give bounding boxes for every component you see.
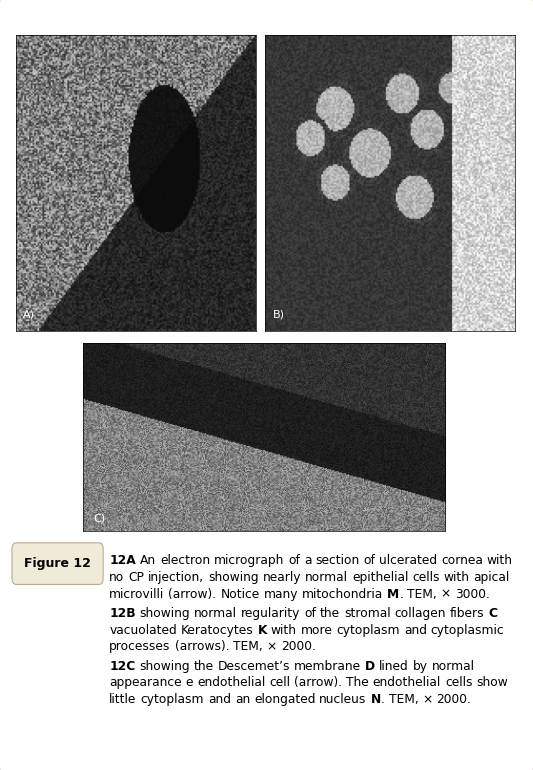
Text: e: e xyxy=(186,676,193,689)
FancyBboxPatch shape xyxy=(12,543,103,584)
Text: TEM,: TEM, xyxy=(389,693,418,706)
Text: and: and xyxy=(404,624,427,637)
Text: 2000.: 2000. xyxy=(437,693,471,706)
Text: 12B: 12B xyxy=(109,607,136,620)
Text: microvilli: microvilli xyxy=(109,588,165,601)
Text: 2000.: 2000. xyxy=(281,640,316,653)
Text: endothelial: endothelial xyxy=(373,676,441,689)
Text: more: more xyxy=(301,624,333,637)
Text: stromal: stromal xyxy=(344,607,391,620)
Text: 12A: 12A xyxy=(109,554,136,567)
Text: The: The xyxy=(346,676,369,689)
Text: by: by xyxy=(413,660,428,673)
Text: Descemet’s: Descemet’s xyxy=(218,660,290,673)
Text: regularity: regularity xyxy=(241,607,301,620)
Text: C: C xyxy=(489,607,497,620)
Text: electron: electron xyxy=(160,554,210,567)
Text: 12C: 12C xyxy=(109,660,135,673)
Text: (arrow).: (arrow). xyxy=(168,588,216,601)
Text: K: K xyxy=(257,624,267,637)
Text: ulcerated: ulcerated xyxy=(379,554,437,567)
Text: lined: lined xyxy=(379,660,409,673)
Text: cornea: cornea xyxy=(441,554,483,567)
Text: 3000.: 3000. xyxy=(455,588,490,601)
Text: processes: processes xyxy=(109,640,171,653)
Text: an: an xyxy=(235,693,250,706)
Text: CP: CP xyxy=(128,571,144,584)
Text: with: with xyxy=(443,571,470,584)
Text: with: with xyxy=(487,554,513,567)
Text: showing: showing xyxy=(208,571,259,584)
Text: cell: cell xyxy=(269,676,290,689)
Text: normal: normal xyxy=(432,660,475,673)
Text: An: An xyxy=(140,554,156,567)
Text: little: little xyxy=(109,693,136,706)
Text: a: a xyxy=(304,554,311,567)
Text: TEM,: TEM, xyxy=(233,640,263,653)
Text: no: no xyxy=(109,571,125,584)
Text: M: M xyxy=(387,588,399,601)
Text: and: and xyxy=(208,693,231,706)
Text: .: . xyxy=(381,693,385,706)
Text: normal: normal xyxy=(305,571,348,584)
Text: showing: showing xyxy=(140,660,190,673)
Text: of: of xyxy=(288,554,300,567)
Text: nucleus: nucleus xyxy=(319,693,367,706)
Text: show: show xyxy=(477,676,508,689)
Text: fibers: fibers xyxy=(450,607,484,620)
Text: micrograph: micrograph xyxy=(214,554,284,567)
Text: section: section xyxy=(315,554,360,567)
Text: ×: × xyxy=(441,588,451,601)
Text: of: of xyxy=(364,554,375,567)
Text: of: of xyxy=(304,607,316,620)
Text: the: the xyxy=(194,660,214,673)
Text: N: N xyxy=(370,693,381,706)
Text: C): C) xyxy=(93,514,106,524)
Text: (arrow).: (arrow). xyxy=(294,676,342,689)
Text: membrane: membrane xyxy=(294,660,361,673)
Text: (arrows).: (arrows). xyxy=(174,640,229,653)
Text: TEM,: TEM, xyxy=(407,588,437,601)
Text: apical: apical xyxy=(473,571,510,584)
Text: elongated: elongated xyxy=(254,693,316,706)
Text: Notice: Notice xyxy=(220,588,260,601)
Text: with: with xyxy=(271,624,297,637)
Text: normal: normal xyxy=(194,607,237,620)
Text: appearance: appearance xyxy=(109,676,182,689)
Text: A): A) xyxy=(23,310,35,320)
Text: vacuolated: vacuolated xyxy=(109,624,177,637)
Text: injection,: injection, xyxy=(148,571,204,584)
Text: D: D xyxy=(365,660,375,673)
Text: epithelial: epithelial xyxy=(352,571,408,584)
Text: cells: cells xyxy=(412,571,440,584)
Text: .: . xyxy=(399,588,403,601)
Text: cytoplasmic: cytoplasmic xyxy=(431,624,504,637)
Text: Keratocytes: Keratocytes xyxy=(181,624,254,637)
Text: many: many xyxy=(263,588,298,601)
Text: Figure 12: Figure 12 xyxy=(24,557,91,570)
Text: ×: × xyxy=(422,693,432,706)
Text: showing: showing xyxy=(140,607,190,620)
Text: B): B) xyxy=(273,310,285,320)
Text: collagen: collagen xyxy=(394,607,446,620)
Text: cytoplasm: cytoplasm xyxy=(336,624,400,637)
Text: endothelial: endothelial xyxy=(197,676,265,689)
Text: cells: cells xyxy=(445,676,472,689)
Text: ×: × xyxy=(266,640,277,653)
Text: nearly: nearly xyxy=(263,571,301,584)
Text: mitochondria: mitochondria xyxy=(302,588,383,601)
Text: cytoplasm: cytoplasm xyxy=(141,693,204,706)
Text: the: the xyxy=(320,607,340,620)
